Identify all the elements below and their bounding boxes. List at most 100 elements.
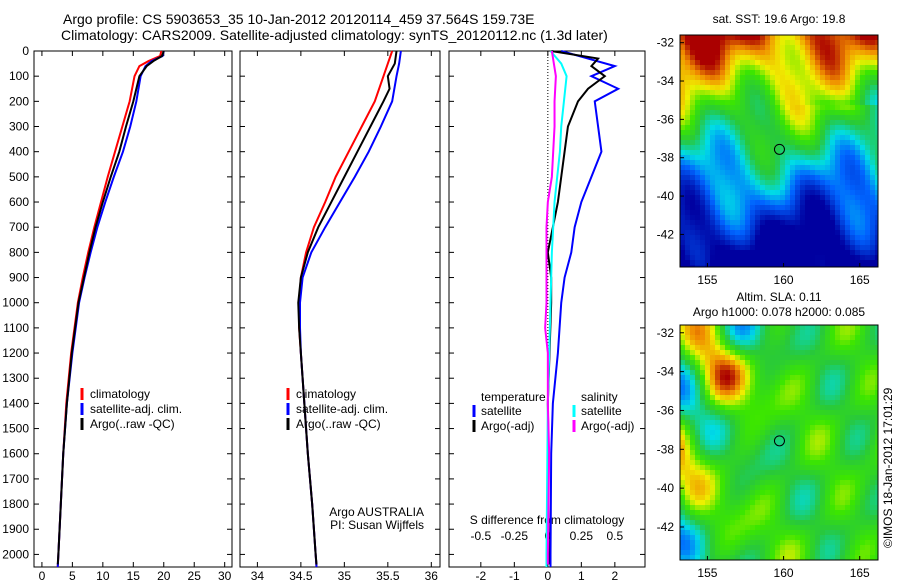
map-cell bbox=[750, 85, 755, 90]
map-cell bbox=[695, 180, 700, 185]
map-cell bbox=[740, 150, 745, 155]
map-cell bbox=[695, 80, 700, 85]
map-cell bbox=[775, 125, 780, 130]
map-cell bbox=[830, 45, 835, 50]
map-cell bbox=[780, 425, 785, 430]
map-cell bbox=[780, 160, 785, 165]
map-cell bbox=[685, 350, 690, 355]
map-cell bbox=[705, 530, 710, 535]
map-cell bbox=[740, 425, 745, 430]
map-cell bbox=[785, 55, 790, 60]
map-cell bbox=[685, 120, 690, 125]
map-cell bbox=[720, 225, 725, 230]
map-cell bbox=[725, 130, 730, 135]
panel-frame bbox=[33, 50, 233, 568]
map-cell bbox=[810, 445, 815, 450]
map-cell bbox=[705, 360, 710, 365]
map-cell bbox=[835, 510, 840, 515]
map-cell bbox=[680, 125, 685, 130]
map-cell bbox=[820, 495, 825, 500]
map-cell bbox=[870, 45, 875, 50]
map-cell bbox=[690, 325, 695, 330]
map-cell bbox=[835, 70, 840, 75]
map-cell bbox=[710, 195, 715, 200]
map-cell bbox=[730, 50, 735, 55]
map-cell bbox=[730, 195, 735, 200]
map-cell bbox=[810, 220, 815, 225]
map-cell bbox=[815, 485, 820, 490]
map-cell bbox=[695, 205, 700, 210]
map-cell bbox=[865, 155, 870, 160]
map-cell bbox=[845, 250, 850, 255]
map-cell bbox=[745, 170, 750, 175]
map-cell bbox=[725, 45, 730, 50]
map-cell bbox=[700, 40, 705, 45]
map-cell bbox=[820, 40, 825, 45]
map-cell bbox=[755, 325, 760, 330]
map-cell bbox=[855, 155, 860, 160]
map-cell bbox=[860, 230, 865, 235]
map-cell bbox=[805, 175, 810, 180]
map-cell bbox=[715, 205, 720, 210]
map-cell bbox=[685, 230, 690, 235]
map-cell bbox=[770, 450, 775, 455]
map-cell bbox=[725, 530, 730, 535]
map-cell bbox=[860, 205, 865, 210]
map-cell bbox=[730, 85, 735, 90]
map-cell bbox=[790, 350, 795, 355]
map-cell bbox=[835, 425, 840, 430]
map-cell bbox=[690, 465, 695, 470]
map-cell bbox=[735, 240, 740, 245]
map-cell bbox=[790, 345, 795, 350]
map-cell bbox=[680, 455, 685, 460]
map-cell bbox=[755, 175, 760, 180]
map-cell bbox=[835, 455, 840, 460]
map-cell bbox=[855, 535, 860, 540]
map-cell bbox=[825, 250, 830, 255]
map-cell bbox=[730, 125, 735, 130]
map-cell bbox=[780, 250, 785, 255]
map-cell bbox=[795, 520, 800, 525]
map-cell bbox=[770, 135, 775, 140]
map-cell bbox=[685, 525, 690, 530]
map-cell bbox=[800, 510, 805, 515]
map-cell bbox=[775, 160, 780, 165]
map-cell bbox=[690, 100, 695, 105]
map-cell bbox=[790, 225, 795, 230]
map-cell bbox=[825, 380, 830, 385]
map-cell bbox=[730, 260, 735, 265]
map-cell bbox=[825, 245, 830, 250]
map-cell bbox=[850, 455, 855, 460]
map-cell bbox=[700, 215, 705, 220]
map-cell bbox=[840, 205, 845, 210]
map-cell bbox=[695, 190, 700, 195]
map-cell bbox=[680, 130, 685, 135]
map-cell bbox=[735, 210, 740, 215]
map-cell bbox=[860, 190, 865, 195]
map-cell bbox=[740, 440, 745, 445]
map-cell bbox=[840, 180, 845, 185]
map-cell bbox=[810, 475, 815, 480]
map-cell bbox=[730, 35, 735, 40]
map-cell bbox=[800, 400, 805, 405]
map-cell bbox=[745, 115, 750, 120]
map-cell bbox=[815, 185, 820, 190]
map-cell bbox=[775, 145, 780, 150]
map-cell bbox=[770, 180, 775, 185]
map-cell bbox=[725, 50, 730, 55]
depth-tick-label: 300 bbox=[9, 120, 29, 134]
map-cell bbox=[810, 80, 815, 85]
map-cell bbox=[865, 500, 870, 505]
map-cell bbox=[825, 175, 830, 180]
map-cell bbox=[705, 65, 710, 70]
map-cell bbox=[685, 90, 690, 95]
map-cell bbox=[790, 155, 795, 160]
map-cell bbox=[740, 245, 745, 250]
map-cell bbox=[770, 445, 775, 450]
map-cell bbox=[685, 265, 690, 267]
map-cell bbox=[685, 430, 690, 435]
map-cell bbox=[690, 165, 695, 170]
map-cell bbox=[740, 260, 745, 265]
map-cell bbox=[830, 515, 835, 520]
map-cell bbox=[750, 430, 755, 435]
